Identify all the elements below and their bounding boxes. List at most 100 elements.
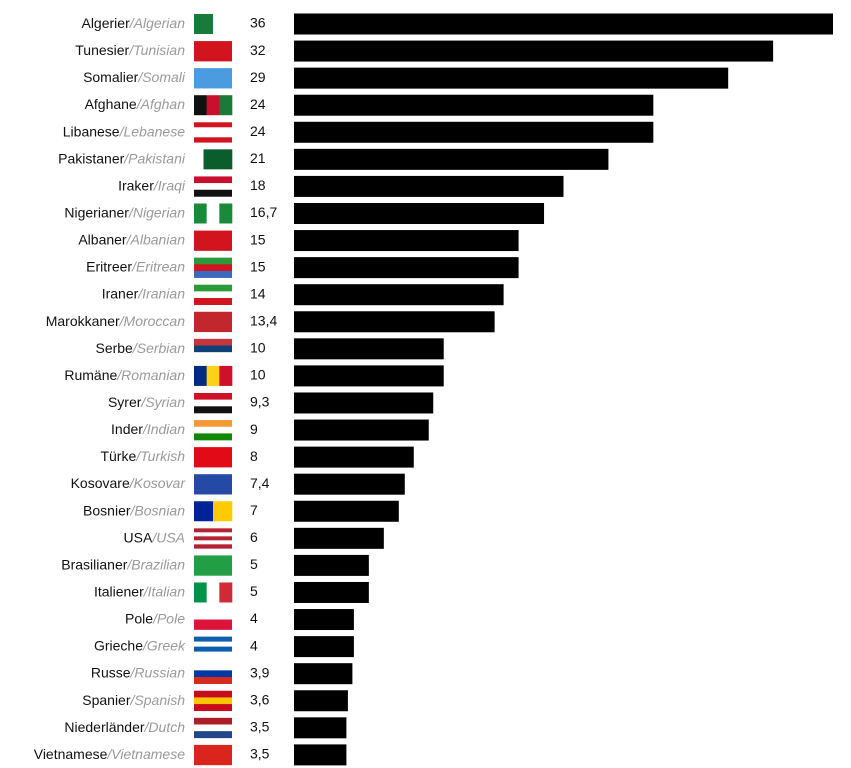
category-label: Iraner/Iranian: [102, 285, 185, 301]
category-label: Algerier/Algerian: [81, 15, 185, 31]
bar: [294, 257, 519, 279]
category-translation: /Algerian: [129, 15, 185, 31]
category-label: Inder/Indian: [111, 421, 185, 437]
bar: [294, 392, 434, 414]
flag: [194, 582, 233, 603]
flag: [194, 68, 232, 89]
category-label: Libanese/Lebanese: [63, 123, 185, 139]
flag: [194, 690, 232, 712]
value-label: 32: [250, 42, 266, 58]
category-translation: /Syrian: [140, 394, 185, 410]
value-label: 15: [250, 231, 266, 247]
category-translation: /Serbian: [132, 340, 185, 356]
category-label: Russe/Russian: [91, 664, 185, 680]
category-translation: /Pole: [152, 610, 185, 626]
category-name: Nigerianer: [64, 204, 129, 220]
value-label: 8: [250, 448, 258, 464]
flag: [194, 41, 232, 62]
category-translation: /Somali: [137, 69, 186, 85]
flag: [194, 14, 233, 34]
category-translation: /Indian: [142, 421, 185, 437]
value-label: 5: [250, 556, 258, 572]
category-label: Syrer/Syrian: [108, 394, 185, 410]
flag: [194, 203, 233, 224]
value-label: 13,4: [250, 312, 277, 328]
bar: [294, 690, 348, 712]
category-translation: /Afghan: [136, 96, 185, 112]
category-label: Somalier/Somali: [83, 69, 186, 85]
flag: [194, 420, 232, 441]
category-translation: /Brazilian: [126, 556, 185, 572]
category-label: Niederländer/Dutch: [64, 719, 185, 735]
category-name: Spanier: [82, 691, 131, 707]
bar: [294, 581, 369, 603]
category-name: Kosovare: [71, 475, 130, 491]
bar: [294, 636, 354, 658]
category-label: Grieche/Greek: [94, 637, 186, 653]
category-translation: /Eritrean: [131, 258, 185, 274]
bar: [294, 13, 833, 35]
category-translation: /USA: [151, 529, 185, 545]
bar: [294, 284, 504, 306]
value-label: 3,9: [250, 664, 270, 680]
value-label: 10: [250, 340, 266, 356]
value-label: 4: [250, 610, 258, 626]
category-name: Iraner: [102, 285, 139, 301]
flag: [194, 365, 233, 386]
category-name: Eritreer: [86, 258, 132, 274]
flag: [194, 95, 233, 116]
value-label: 14: [250, 285, 266, 301]
flag: [194, 122, 232, 143]
flag: [194, 555, 232, 576]
category-label: Marokkaner/Moroccan: [46, 312, 185, 328]
value-label: 24: [250, 96, 266, 112]
category-translation: /Albanian: [126, 231, 186, 247]
flag: [194, 149, 233, 170]
value-label: 21: [250, 150, 266, 166]
category-translation: /Russian: [130, 664, 186, 680]
category-translation: /Iraqi: [153, 177, 186, 193]
value-label: 6: [250, 529, 258, 545]
category-name: Marokkaner: [46, 312, 120, 328]
category-name: Italiener: [94, 583, 144, 599]
flag: [194, 663, 232, 684]
category-translation: /Italian: [143, 583, 185, 599]
flag: [194, 257, 232, 278]
bar: [294, 311, 495, 333]
bar: [294, 94, 654, 116]
category-label: Tunesier/Tunisian: [75, 42, 185, 58]
category-name: Vietnamese: [34, 746, 108, 762]
category-translation: /Vietnamese: [106, 746, 185, 762]
bar: [294, 365, 444, 387]
bar: [294, 554, 369, 576]
category-name: Algerier: [81, 15, 130, 31]
category-name: Syrer: [108, 394, 142, 410]
category-translation: /Greek: [142, 637, 186, 653]
category-translation: /Pakistani: [123, 150, 186, 166]
category-name: Somalier: [83, 69, 139, 85]
category-name: Russe: [91, 664, 131, 680]
category-name: Rumäne: [64, 367, 117, 383]
bar: [294, 175, 564, 197]
category-label: Eritreer/Eritrean: [86, 258, 185, 274]
flag: [194, 338, 232, 360]
category-name: Türke: [100, 448, 136, 464]
category-translation: /Kosovar: [129, 475, 187, 491]
category-name: Inder: [111, 421, 143, 437]
value-label: 24: [250, 123, 266, 139]
category-translation: /Iranian: [137, 285, 185, 301]
value-label: 7: [250, 502, 258, 518]
category-name: Afghane: [85, 96, 137, 112]
value-label: 5: [250, 583, 258, 599]
category-label: Italiener/Italian: [94, 583, 185, 599]
category-name: USA: [124, 529, 153, 545]
bar: [294, 338, 444, 360]
category-name: Niederländer: [64, 719, 144, 735]
category-label: Brasilianer/Brazilian: [61, 556, 185, 572]
value-label: 3,5: [250, 746, 270, 762]
category-label: Pakistaner/Pakistani: [58, 150, 186, 166]
category-name: Tunesier: [75, 42, 129, 58]
category-translation: /Dutch: [144, 719, 186, 735]
category-name: Brasilianer: [61, 556, 127, 572]
